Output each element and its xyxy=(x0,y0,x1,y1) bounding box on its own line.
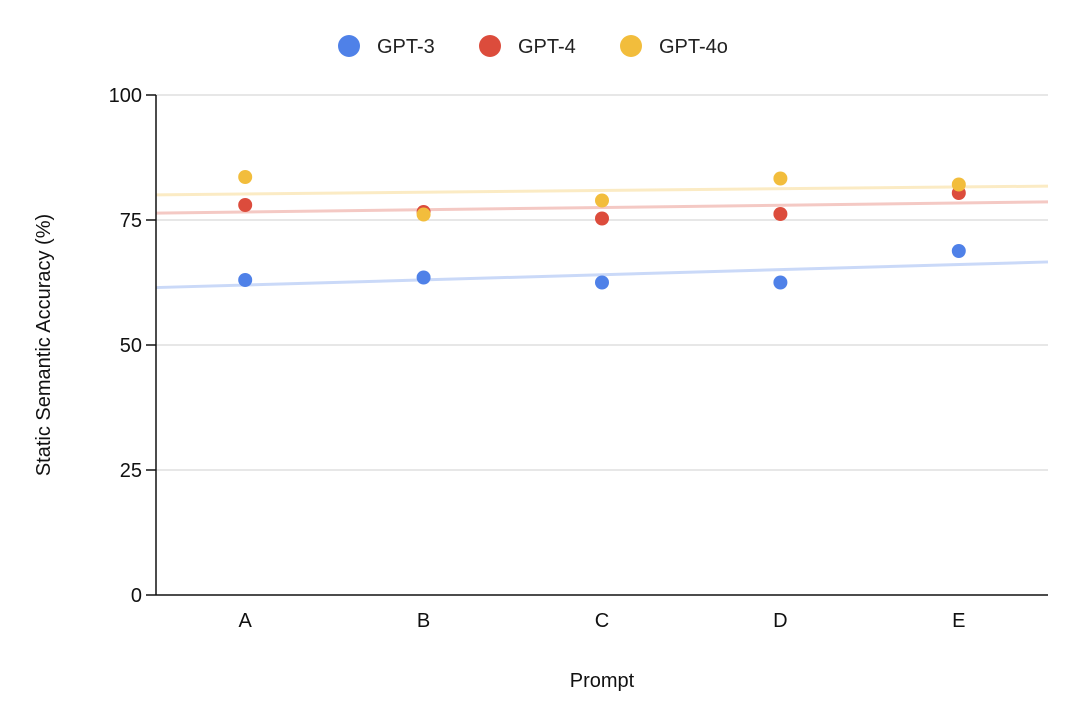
point-gpt-4-c xyxy=(595,211,609,226)
legend-marker-gpt-4o xyxy=(620,35,642,57)
point-gpt-4o-c xyxy=(595,193,609,208)
point-gpt-3-a xyxy=(238,273,253,287)
x-tick-label: B xyxy=(417,610,430,632)
y-tick-label: 0 xyxy=(131,585,142,607)
point-gpt-3-e xyxy=(951,244,966,258)
legend: GPT-3 GPT-4 GPT-4o xyxy=(338,35,728,58)
x-tick-label: A xyxy=(239,610,253,632)
data-points xyxy=(238,170,966,290)
legend-label-gpt-4: GPT-4 xyxy=(518,36,576,58)
legend-label-gpt-3: GPT-3 xyxy=(377,36,435,58)
point-gpt-3-c xyxy=(595,275,609,290)
trendline-gpt-3 xyxy=(155,260,1049,290)
x-axis-title: Prompt xyxy=(570,670,635,692)
point-gpt-3-b xyxy=(416,270,431,285)
legend-marker-gpt-3 xyxy=(338,35,360,57)
legend-marker-gpt-4 xyxy=(479,35,501,57)
y-tick-label: 75 xyxy=(120,210,142,232)
y-axis-title: Static Semantic Accuracy (%) xyxy=(33,214,55,476)
y-tick-labels: 0 25 50 75 100 xyxy=(109,85,142,607)
x-tick-labels: A B C D E xyxy=(239,610,966,632)
point-gpt-4o-d xyxy=(773,171,788,186)
point-gpt-4o-a xyxy=(238,170,253,184)
point-gpt-4-d xyxy=(773,207,788,221)
legend-label-gpt-4o: GPT-4o xyxy=(659,36,728,58)
axes xyxy=(146,94,1048,596)
point-gpt-3-d xyxy=(773,275,788,290)
trendline-gpt-4o xyxy=(155,184,1049,197)
point-gpt-4-a xyxy=(238,198,253,212)
point-gpt-4o-b xyxy=(416,207,431,222)
y-tick-label: 25 xyxy=(120,460,142,482)
x-tick-label: C xyxy=(595,610,609,632)
y-tick-label: 50 xyxy=(120,335,142,357)
x-tick-label: D xyxy=(773,610,787,632)
point-gpt-4o-e xyxy=(951,177,966,192)
y-tick-label: 100 xyxy=(109,85,142,107)
x-tick-label: E xyxy=(952,610,965,632)
